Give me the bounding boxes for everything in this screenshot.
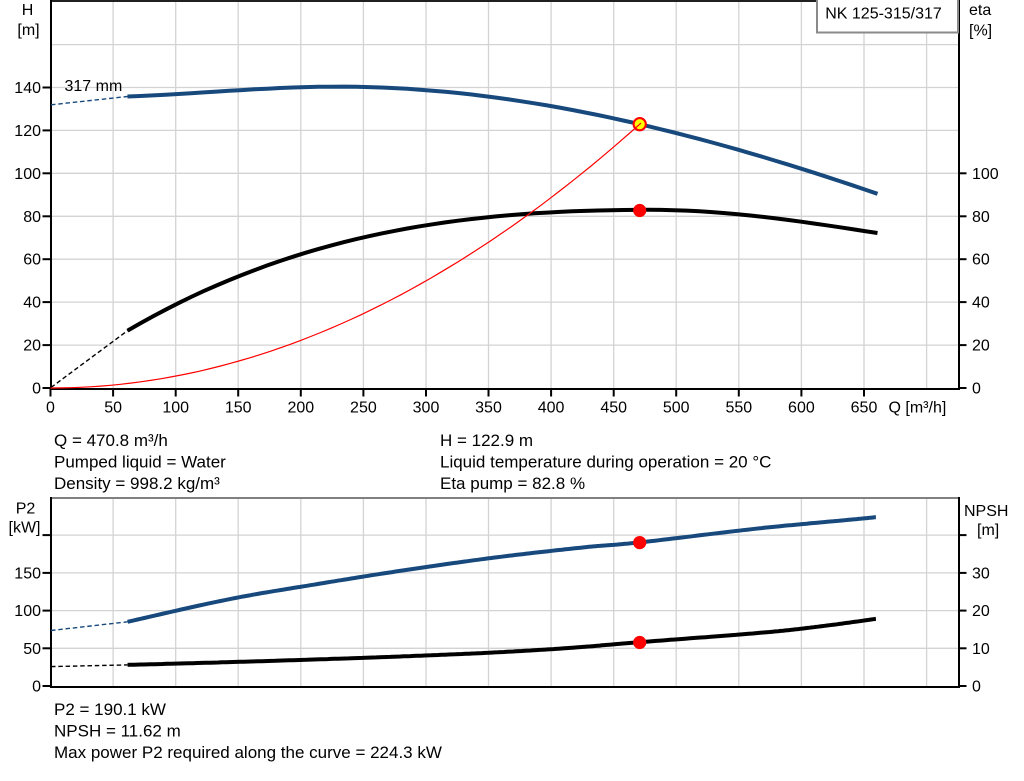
svg-text:650: 650 bbox=[851, 400, 878, 417]
svg-text:0: 0 bbox=[46, 400, 55, 417]
svg-text:100: 100 bbox=[14, 166, 41, 183]
svg-text:100: 100 bbox=[162, 400, 189, 417]
svg-text:30: 30 bbox=[972, 565, 990, 582]
svg-text:40: 40 bbox=[972, 295, 990, 312]
svg-text:20: 20 bbox=[972, 603, 990, 620]
svg-text:350: 350 bbox=[475, 400, 502, 417]
svg-text:140: 140 bbox=[14, 80, 41, 97]
svg-text:200: 200 bbox=[287, 400, 314, 417]
svg-text:250: 250 bbox=[350, 400, 377, 417]
svg-text:0: 0 bbox=[972, 381, 981, 398]
svg-text:[m]: [m] bbox=[17, 22, 39, 39]
svg-text:550: 550 bbox=[725, 400, 752, 417]
svg-text:H = 122.9 m: H = 122.9 m bbox=[440, 431, 533, 450]
svg-text:500: 500 bbox=[663, 400, 690, 417]
svg-text:NK 125-315/317: NK 125-315/317 bbox=[825, 6, 942, 23]
svg-text:20: 20 bbox=[23, 338, 41, 355]
svg-text:Q [m³/h]: Q [m³/h] bbox=[889, 400, 947, 417]
svg-text:H: H bbox=[22, 2, 34, 19]
svg-text:40: 40 bbox=[23, 295, 41, 312]
svg-text:100: 100 bbox=[972, 166, 999, 183]
svg-text:[kW]: [kW] bbox=[9, 520, 41, 537]
svg-text:NPSH = 11.62 m: NPSH = 11.62 m bbox=[54, 722, 181, 741]
svg-text:Density = 998.2 kg/m³: Density = 998.2 kg/m³ bbox=[54, 474, 220, 493]
svg-text:150: 150 bbox=[225, 400, 252, 417]
svg-text:80: 80 bbox=[23, 209, 41, 226]
svg-text:0: 0 bbox=[32, 381, 41, 398]
svg-text:450: 450 bbox=[600, 400, 627, 417]
svg-text:[m]: [m] bbox=[977, 522, 999, 539]
svg-text:317 mm: 317 mm bbox=[65, 78, 123, 95]
svg-text:NPSH: NPSH bbox=[964, 503, 1008, 520]
svg-text:120: 120 bbox=[14, 123, 41, 140]
svg-text:150: 150 bbox=[14, 565, 41, 582]
svg-text:0: 0 bbox=[972, 679, 981, 696]
svg-text:Max power P2 required along th: Max power P2 required along the curve = … bbox=[54, 743, 442, 762]
svg-text:50: 50 bbox=[104, 400, 122, 417]
svg-text:0: 0 bbox=[32, 679, 41, 696]
svg-text:P2: P2 bbox=[16, 501, 36, 518]
svg-text:Pumped liquid = Water: Pumped liquid = Water bbox=[54, 453, 226, 472]
svg-text:400: 400 bbox=[538, 400, 565, 417]
svg-text:80: 80 bbox=[972, 209, 990, 226]
svg-text:20: 20 bbox=[972, 338, 990, 355]
svg-text:50: 50 bbox=[23, 641, 41, 658]
svg-text:10: 10 bbox=[972, 641, 990, 658]
svg-text:600: 600 bbox=[788, 400, 815, 417]
svg-text:Eta pump = 82.8 %: Eta pump = 82.8 % bbox=[440, 474, 585, 493]
svg-text:60: 60 bbox=[972, 252, 990, 269]
svg-text:60: 60 bbox=[23, 252, 41, 269]
svg-text:Liquid temperature during oper: Liquid temperature during operation = 20… bbox=[440, 453, 771, 472]
svg-text:100: 100 bbox=[14, 603, 41, 620]
svg-text:Q = 470.8 m³/h: Q = 470.8 m³/h bbox=[54, 431, 168, 450]
svg-text:eta: eta bbox=[969, 2, 991, 19]
svg-text:P2 = 190.1 kW: P2 = 190.1 kW bbox=[54, 700, 166, 719]
svg-text:300: 300 bbox=[413, 400, 440, 417]
svg-text:[%]: [%] bbox=[969, 23, 992, 40]
